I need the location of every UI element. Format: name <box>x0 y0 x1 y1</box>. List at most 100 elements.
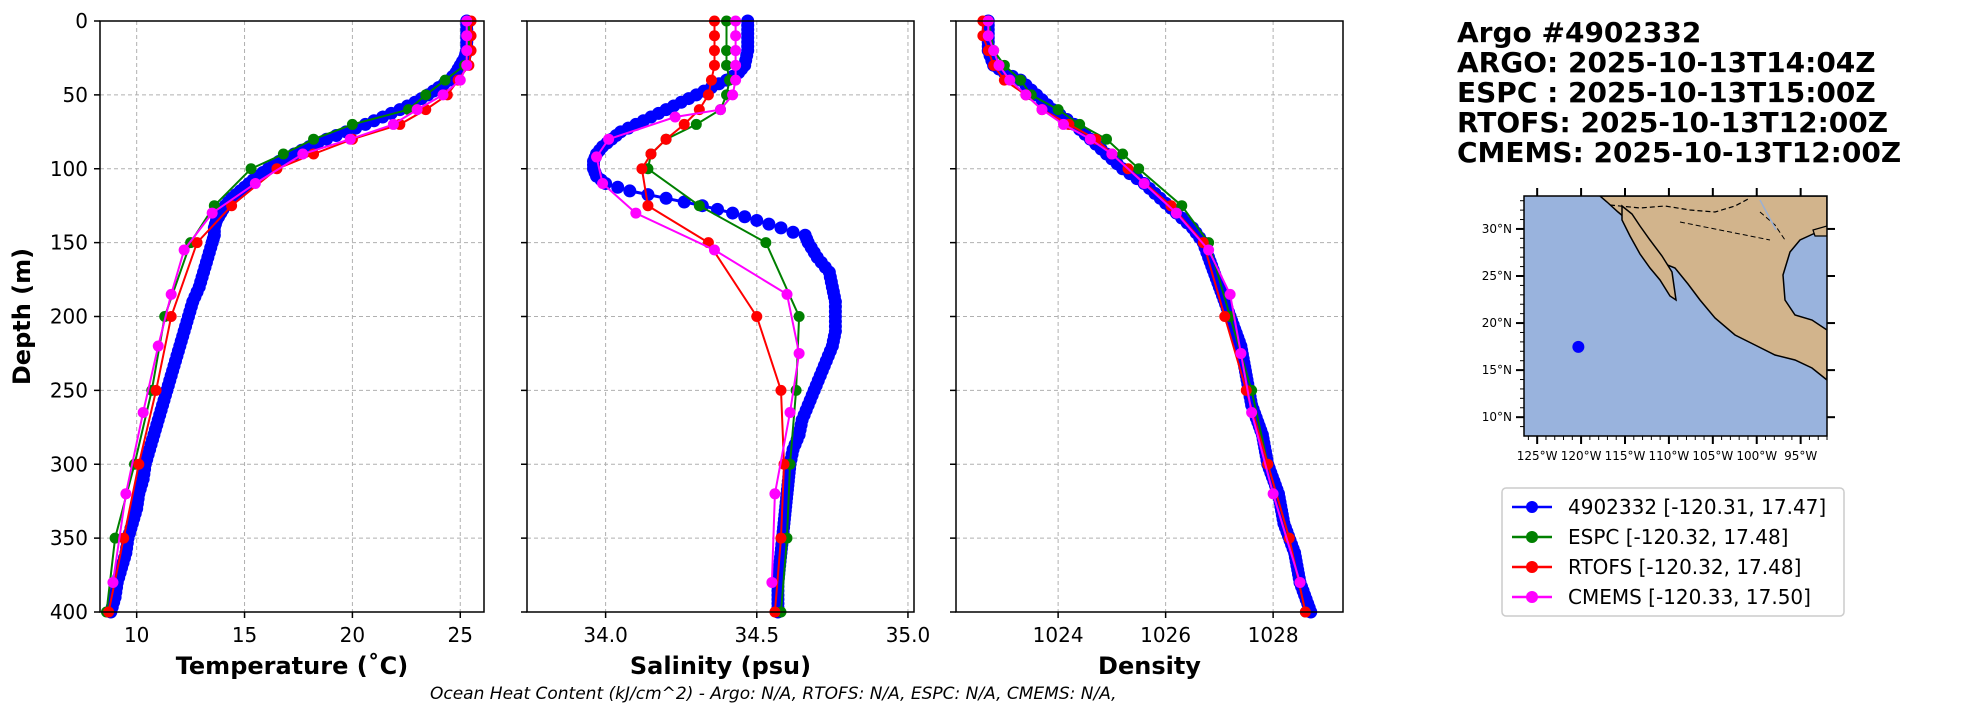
x-tick-label: 1026 <box>1140 623 1191 647</box>
data-point-cmems <box>781 288 793 300</box>
data-point-rtofs <box>705 74 717 86</box>
data-point-espc <box>439 74 451 86</box>
data-point-cmems <box>152 340 164 352</box>
data-point-espc <box>693 200 705 212</box>
legend-label: 4902332 [-120.31, 17.47] <box>1568 495 1826 519</box>
data-point-espc <box>308 133 320 145</box>
data-point-espc <box>793 311 805 322</box>
map-lat-label: 15°N <box>1482 363 1512 377</box>
legend-entry-rtofs: RTOFS [-120.32, 17.48] <box>1512 555 1801 579</box>
legend-label: CMEMS [-120.33, 17.50] <box>1568 585 1811 609</box>
map-lon-label: 120°W <box>1561 449 1602 463</box>
data-point-cmems <box>1138 178 1150 190</box>
data-point-espc <box>1052 104 1064 116</box>
data-point-espc <box>690 118 702 130</box>
data-point-cmems <box>1036 104 1048 116</box>
map-lat-label: 30°N <box>1482 222 1512 236</box>
data-point-argo <box>710 202 724 216</box>
y-tick-label: 200 <box>50 305 88 329</box>
data-point-rtofs <box>226 200 238 212</box>
data-point-cmems <box>165 288 177 300</box>
series-cmems <box>591 15 805 588</box>
legend-marker <box>1526 531 1538 543</box>
data-point-cmems <box>249 178 261 190</box>
title-line-espc-time: ESPC : 2025-10-13T15:00Z <box>1457 76 1876 109</box>
data-point-cmems <box>784 407 796 419</box>
data-point-cmems <box>730 30 742 42</box>
data-point-cmems <box>769 488 781 500</box>
series-cmems <box>107 15 473 588</box>
data-point-rtofs <box>1219 311 1231 322</box>
data-point-cmems <box>708 244 720 256</box>
data-point-cmems <box>727 89 739 101</box>
title-line-argo-time: ARGO: 2025-10-13T14:04Z <box>1457 46 1876 79</box>
data-point-cmems <box>988 45 1000 57</box>
data-point-rtofs <box>708 45 720 57</box>
data-point-rtofs <box>150 384 162 396</box>
legend-entry-espc: ESPC [-120.32, 17.48] <box>1512 525 1789 549</box>
y-tick-label: 0 <box>75 9 88 33</box>
data-point-espc <box>1101 133 1112 145</box>
x-axis-label: Salinity (psu) <box>630 652 811 680</box>
legend-entry-argo: 4902332 [-120.31, 17.47] <box>1512 495 1826 519</box>
data-point-cmems <box>1058 118 1069 130</box>
data-point-cmems <box>461 45 473 57</box>
data-point-cmems <box>1106 148 1118 160</box>
x-tick-label: 1024 <box>1033 623 1084 647</box>
series-line-cmems <box>987 21 1301 583</box>
data-point-argo <box>738 210 752 224</box>
data-point-cmems <box>1004 74 1016 86</box>
data-point-argo <box>726 206 740 220</box>
data-point-espc <box>346 118 358 130</box>
legend-entry-cmems: CMEMS [-120.33, 17.50] <box>1512 585 1811 609</box>
data-point-rtofs <box>133 458 145 470</box>
data-point-cmems <box>715 104 726 116</box>
data-point-rtofs <box>751 311 763 322</box>
map-lat-label: 20°N <box>1482 316 1512 330</box>
x-tick-label: 35.0 <box>886 623 931 647</box>
data-point-espc <box>420 89 432 101</box>
map-frame <box>1523 195 1828 437</box>
legend-label: ESPC [-120.32, 17.48] <box>1568 525 1789 549</box>
data-point-rtofs <box>636 163 648 175</box>
data-point-rtofs <box>660 133 672 145</box>
data-point-cmems <box>1267 488 1279 500</box>
x-tick-label: 25 <box>448 623 473 647</box>
data-point-espc <box>109 532 121 544</box>
data-point-cmems <box>1170 207 1182 219</box>
legend-label: RTOFS [-120.32, 17.48] <box>1568 555 1801 579</box>
data-point-cmems <box>603 133 615 145</box>
x-tick-label: 34.5 <box>735 623 780 647</box>
ohc-footnote: Ocean Heat Content (kJ/cm^2) - Argo: N/A… <box>430 684 1117 704</box>
map-float-marker <box>1572 340 1585 353</box>
data-point-argo <box>623 184 637 198</box>
data-point-cmems <box>297 148 309 160</box>
location-map: 125°W 120°W 115°W 110°W 105°W 100°W 95°W 30°N 25… <box>1482 188 1835 463</box>
data-point-argo <box>786 225 800 239</box>
data-point-cmems <box>1203 244 1215 256</box>
data-point-espc <box>1117 148 1129 160</box>
map-border-us <box>1609 197 1751 213</box>
data-point-rtofs <box>165 311 177 322</box>
data-point-rtofs <box>775 532 787 544</box>
legend-frame <box>1501 487 1845 617</box>
data-point-cmems <box>730 59 742 71</box>
data-point-rtofs <box>775 384 787 396</box>
legend-marker <box>1526 591 1538 603</box>
map-lon-label: 105°W <box>1692 449 1733 463</box>
panel-temperature: 10 15 20 25050100150200250300350400Temperat… <box>8 9 485 680</box>
y-axis-label: Depth (m) <box>8 248 36 385</box>
data-point-argo <box>611 180 625 194</box>
x-tick-label: 34.0 <box>583 623 628 647</box>
map-land-baja <box>1621 204 1677 302</box>
data-point-cmems <box>1084 133 1096 145</box>
data-point-rtofs <box>702 89 714 101</box>
legend-marker <box>1526 561 1538 573</box>
data-point-argo <box>659 191 673 205</box>
map-lon-label: 95°W <box>1784 449 1817 463</box>
data-point-cmems <box>591 151 603 163</box>
data-point-cmems <box>1246 407 1258 419</box>
data-point-cmems <box>630 207 642 219</box>
data-point-argo <box>750 213 764 227</box>
